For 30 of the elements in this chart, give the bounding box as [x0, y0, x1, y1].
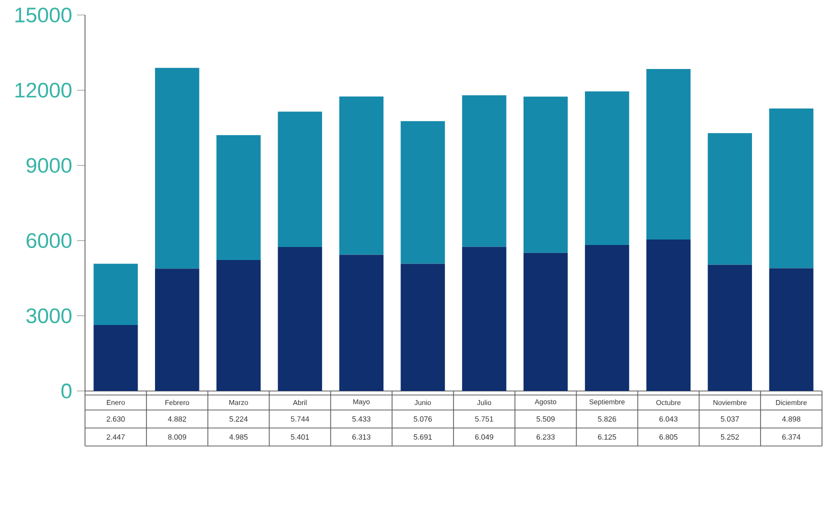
bar: [708, 264, 752, 391]
y-tick-label: 15000: [15, 8, 72, 22]
bar: [769, 108, 814, 268]
bar: [278, 247, 322, 391]
bar: [584, 244, 630, 391]
bar: [400, 264, 445, 391]
bar: [278, 112, 322, 248]
bar: [94, 325, 138, 391]
y-tick-label: 0: [61, 384, 72, 398]
bar: [155, 268, 200, 391]
bar: [216, 260, 261, 391]
bar: [584, 91, 630, 245]
bar: [769, 268, 814, 391]
bar: [339, 96, 384, 255]
y-tick-label: 12000: [15, 82, 72, 98]
bar: [524, 96, 568, 253]
bar: [216, 135, 261, 260]
bar: [339, 254, 384, 391]
y-tick-label: 6000: [26, 233, 72, 248]
y-tick-label: 3000: [26, 308, 72, 324]
bar: [155, 68, 200, 269]
bar: [462, 246, 506, 391]
bar: [646, 68, 691, 240]
bar: [94, 264, 138, 326]
bar: [462, 95, 506, 247]
bar: [400, 121, 445, 264]
bar: [646, 240, 691, 391]
y-tick-label: 9000: [26, 158, 72, 173]
bar: [524, 252, 568, 391]
bar: [708, 133, 752, 265]
